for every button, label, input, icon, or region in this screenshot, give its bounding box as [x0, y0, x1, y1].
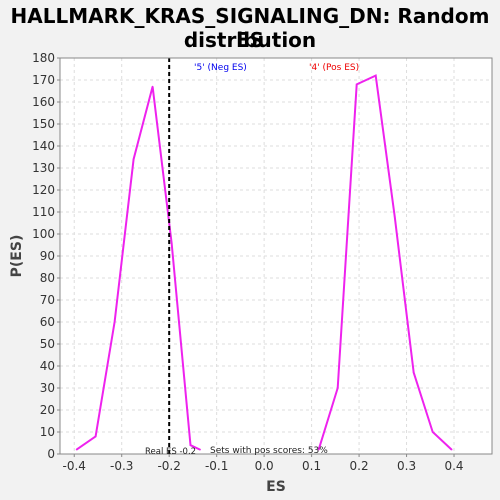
y-tick-label: 50	[40, 337, 55, 351]
y-tick-label: 170	[32, 73, 55, 87]
series-2-point	[355, 83, 358, 86]
y-tick-label: 40	[40, 359, 55, 373]
y-tick-label: 110	[32, 205, 55, 219]
y-tick-label: 120	[32, 183, 55, 197]
series-1-point	[189, 444, 192, 447]
series-layer	[75, 74, 453, 451]
series-1-point	[113, 321, 116, 323]
y-axis-label: P(ES)	[9, 235, 25, 278]
series-2-point	[431, 431, 434, 433]
series-2-point	[450, 448, 453, 451]
y-tick-label: 130	[32, 161, 55, 175]
y-tick-label: 180	[32, 51, 55, 65]
y-tick-label: 140	[32, 139, 55, 153]
x-tick-labels: -0.4 -0.3 -0.2 -0.1 0.0 0.1 0.2 0.3 0.4	[63, 454, 464, 473]
y-tick-label: 80	[40, 271, 55, 285]
x-tick-label: 0.0	[255, 459, 274, 473]
y-tick-label: 150	[32, 117, 55, 131]
x-tick-label: 0.1	[302, 459, 321, 473]
pos-scores-label: Sets with pos scores: 53%	[210, 446, 328, 456]
series-2-point	[374, 74, 377, 77]
x-tick-label: 0.2	[350, 459, 369, 473]
pos-es-label: '4' (Pos ES)	[309, 63, 359, 73]
series-2-point	[393, 215, 396, 218]
series-2-point	[412, 371, 415, 374]
x-tick-label: -0.3	[110, 459, 133, 473]
y-tick-label: 60	[40, 315, 55, 329]
real-es-label: Real ES -0.2	[145, 447, 196, 457]
y-tick-label: 90	[40, 249, 55, 263]
series-1-point	[75, 448, 78, 451]
y-tick-label: 0	[47, 447, 55, 461]
y-tick-label: 10	[40, 425, 55, 439]
neg-es-label: '5' (Neg ES)	[194, 63, 247, 73]
x-tick-label: -0.2	[157, 459, 180, 473]
series-1-point	[170, 242, 173, 244]
chart-title-line-1: HALLMARK_KRAS_SIGNALING_DN: Random ES	[10, 4, 490, 52]
series-1-point	[94, 435, 97, 438]
series-2-point	[336, 387, 339, 389]
y-tick-label: 30	[40, 381, 55, 395]
y-tick-label: 160	[32, 95, 55, 109]
x-tick-label: -0.4	[63, 459, 86, 473]
chart-title-line-2: distribution	[183, 28, 317, 52]
series-2-point	[317, 448, 320, 451]
y-tick-label: 20	[40, 403, 55, 417]
x-axis-label: ES	[266, 479, 286, 495]
series-1-point	[132, 158, 135, 160]
series-1-point	[199, 448, 201, 451]
x-tick-label: 0.4	[444, 459, 463, 473]
y-tick-label: 100	[32, 227, 55, 241]
series-line-2	[317, 74, 453, 451]
series-line-1	[76, 86, 201, 451]
series-1-point	[151, 85, 154, 88]
x-tick-label: -0.1	[205, 459, 228, 473]
y-tick-labels: 0 10 20 30 40 50 60 70 80 90 100 110 120 130 140 150 160…	[32, 51, 60, 461]
x-tick-label: 0.3	[397, 459, 416, 473]
y-tick-label: 70	[40, 293, 55, 307]
